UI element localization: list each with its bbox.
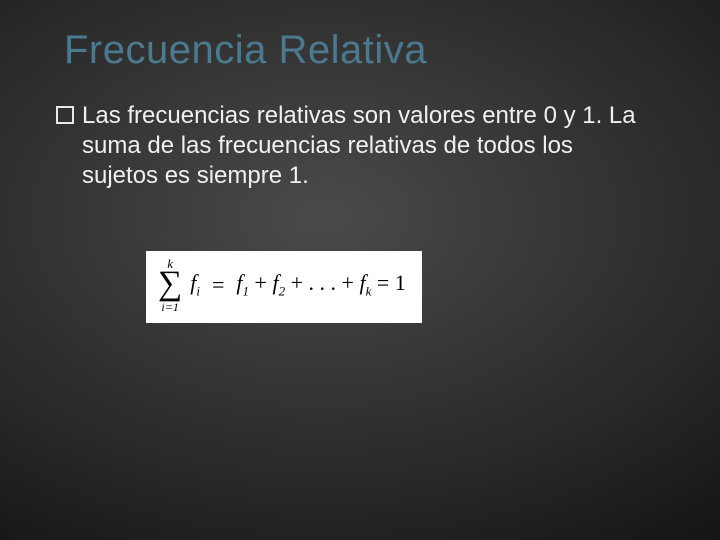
summand: fi [190,270,200,299]
formula-expression: k ∑ i=1 fi = f1 + f2 + . . . + fk = [158,257,406,313]
sigma-icon: ∑ [158,270,182,299]
ellipsis: . . . [309,270,337,295]
equals-sign: = [208,272,228,298]
term-f2-sub: 2 [279,284,286,299]
term-fk-sub: k [366,284,372,299]
summand-sub: i [196,284,200,299]
summation-symbol: k ∑ i=1 [158,257,182,313]
slide-title: Frecuencia Relativa [64,28,664,73]
formula-box: k ∑ i=1 fi = f1 + f2 + . . . + fk = [146,251,422,323]
result-value: 1 [395,270,406,295]
formula-container: k ∑ i=1 fi = f1 + f2 + . . . + fk = [146,251,664,323]
bullet-item: Las frecuencias relativas son valores en… [56,101,664,191]
equals-sign-2: = [377,270,389,295]
slide: Frecuencia Relativa Las frecuencias rela… [0,0,720,540]
plus-1: + [255,270,267,295]
sum-lower-limit: i=1 [161,301,178,313]
square-bullet-icon [56,106,74,124]
plus-2: + [291,270,303,295]
term-f1-sub: 1 [243,284,250,299]
plus-3: + [342,270,354,295]
bullet-text: Las frecuencias relativas son valores en… [82,101,642,191]
expansion: f1 + f2 + . . . + fk = 1 [236,270,405,299]
